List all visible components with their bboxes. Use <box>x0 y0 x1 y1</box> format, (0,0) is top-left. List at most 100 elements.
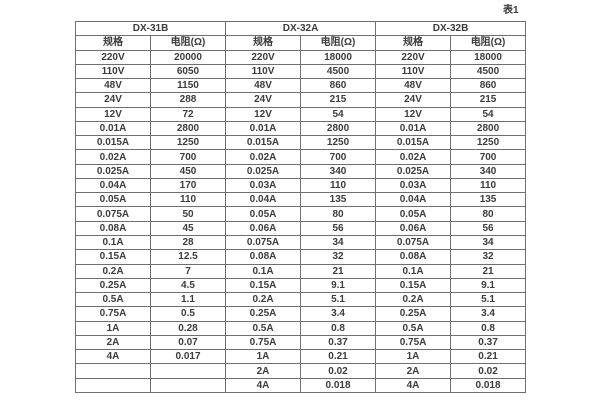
spec-cell: 0.25A <box>375 306 452 322</box>
resistance-cell: 28 <box>149 234 227 251</box>
table-row: 2A 0.02 2A 0.02 <box>75 363 527 379</box>
resistance-cell: 170 <box>149 177 227 194</box>
table-row: 0.075A 50 0.05A 80 0.05A 80 <box>75 206 527 222</box>
resistance-cell: 18000 <box>450 49 527 65</box>
spec-cell: 0.75A <box>225 334 302 351</box>
table-body: 220V 20000 220V 18000 220V 18000 110V 6050 110V 4… <box>75 49 527 393</box>
spec-cell: 0.5A <box>75 292 151 308</box>
spec-cell: 0.5A <box>375 320 452 336</box>
resistance-cell: 56 <box>300 220 377 236</box>
spec-cell: 0.04A <box>225 192 302 208</box>
resistance-cell: 110 <box>300 177 377 194</box>
table-row: 0.01A 2800 0.01A 2800 0.01A 2800 <box>75 120 527 137</box>
spec-cell: 0.075A <box>225 234 302 251</box>
spec-cell: 0.01A <box>375 120 452 137</box>
spec-cell: 0.05A <box>225 206 302 222</box>
spec-cell: 0.1A <box>75 234 151 251</box>
resistance-cell: 215 <box>450 92 527 108</box>
resistance-cell: 4500 <box>300 63 377 80</box>
column-header-spec: 规格 <box>375 35 452 51</box>
table-row: 0.04A 170 0.03A 110 0.03A 110 <box>75 177 527 194</box>
table-row: 0.025A 450 0.025A 340 0.025A 340 <box>75 163 527 179</box>
spec-cell: 0.01A <box>225 120 302 137</box>
spec-cell: 0.1A <box>375 263 452 279</box>
resistance-cell: 0.37 <box>300 334 377 351</box>
spec-cell: 0.15A <box>225 277 302 294</box>
spec-cell: 12V <box>225 106 302 122</box>
resistance-cell: 21 <box>300 263 377 279</box>
spec-cell: 0.02A <box>225 149 302 165</box>
resistance-cell: 4500 <box>450 63 527 80</box>
table-row: 110V 6050 110V 4500 110V 4500 <box>75 63 527 80</box>
resistance-cell: 1.1 <box>149 292 227 308</box>
resistance-cell: 12.5 <box>149 249 227 265</box>
spec-cell: 24V <box>75 92 151 108</box>
resistance-cell: 0.8 <box>300 320 377 336</box>
table-row: 24V 288 24V 215 24V 215 <box>75 92 527 108</box>
resistance-cell: 80 <box>300 206 377 222</box>
spec-cell: 4A <box>225 377 302 393</box>
spec-cell: 0.02A <box>75 149 151 165</box>
resistance-cell: 288 <box>149 92 227 108</box>
spec-cell: 0.05A <box>375 206 452 222</box>
group-header-row: DX-31B DX-32A DX-32B <box>74 20 527 37</box>
table-row: 220V 20000 220V 18000 220V 18000 <box>75 49 527 65</box>
resistance-cell: 0.8 <box>450 320 527 336</box>
spec-cell: 0.075A <box>75 206 151 222</box>
spec-cell: 1A <box>75 320 151 336</box>
resistance-cell: 700 <box>450 149 527 165</box>
spec-cell: 2A <box>225 363 302 379</box>
resistance-cell: 0.02 <box>300 363 377 379</box>
spec-cell: 0.08A <box>225 249 302 265</box>
resistance-cell: 45 <box>149 220 227 236</box>
spec-cell: 0.075A <box>375 234 452 251</box>
spec-cell: 0.75A <box>375 334 452 351</box>
resistance-cell: 32 <box>450 249 527 265</box>
resistance-cell: 215 <box>300 92 377 108</box>
resistance-cell: 18000 <box>300 49 377 65</box>
table-row: 0.25A 4.5 0.15A 9.1 0.15A 9.1 <box>75 277 527 294</box>
resistance-cell: 0.02 <box>450 363 527 379</box>
table-row: 0.5A 1.1 0.2A 5.1 0.2A 5.1 <box>75 292 527 308</box>
resistance-spec-table: DX-31B DX-32A DX-32B 规格 电阻(Ω) 规格 电阻(Ω) 规… <box>74 20 527 393</box>
resistance-cell: 80 <box>450 206 527 222</box>
resistance-cell: 2800 <box>450 120 527 137</box>
resistance-cell <box>149 377 227 393</box>
resistance-cell: 7 <box>149 263 227 279</box>
column-header-spec: 规格 <box>225 35 302 51</box>
resistance-cell: 860 <box>450 78 527 94</box>
group-header-dx32b: DX-32B <box>375 20 527 37</box>
table-row: 2A 0.07 0.75A 0.37 0.75A 0.37 <box>75 334 527 351</box>
table-caption: 表1 <box>503 5 519 16</box>
column-header-row: 规格 电阻(Ω) 规格 电阻(Ω) 规格 电阻(Ω) <box>75 35 527 51</box>
resistance-cell: 2800 <box>149 120 227 137</box>
spec-cell: 0.25A <box>75 277 151 294</box>
spec-cell: 0.08A <box>375 249 452 265</box>
resistance-cell: 450 <box>149 163 227 179</box>
table-row: 0.08A 45 0.06A 56 0.06A 56 <box>75 220 527 236</box>
spec-cell: 0.05A <box>75 192 151 208</box>
spec-cell: 24V <box>375 92 452 108</box>
resistance-cell: 0.28 <box>149 320 227 336</box>
resistance-cell: 700 <box>300 149 377 165</box>
resistance-cell: 54 <box>300 106 377 122</box>
spec-cell: 0.02A <box>375 149 452 165</box>
spec-cell: 0.025A <box>75 163 151 179</box>
table-row: 12V 72 12V 54 12V 54 <box>75 106 527 122</box>
resistance-cell: 50 <box>149 206 227 222</box>
spec-cell: 4A <box>75 349 151 365</box>
spec-cell: 48V <box>225 78 302 94</box>
spec-cell: 2A <box>375 363 452 379</box>
spec-cell: 1A <box>375 349 452 365</box>
spec-cell: 0.025A <box>225 163 302 179</box>
resistance-cell: 9.1 <box>300 277 377 294</box>
resistance-cell: 0.21 <box>450 349 527 365</box>
resistance-cell: 4.5 <box>149 277 227 294</box>
resistance-cell: 700 <box>149 149 227 165</box>
column-header-resistance: 电阻(Ω) <box>149 35 227 51</box>
spec-cell: 110V <box>375 63 452 80</box>
table-row: 4A 0.018 4A 0.018 <box>75 377 527 393</box>
spec-cell: 0.1A <box>225 263 302 279</box>
spec-cell: 220V <box>75 49 151 65</box>
resistance-cell: 3.4 <box>450 306 527 322</box>
